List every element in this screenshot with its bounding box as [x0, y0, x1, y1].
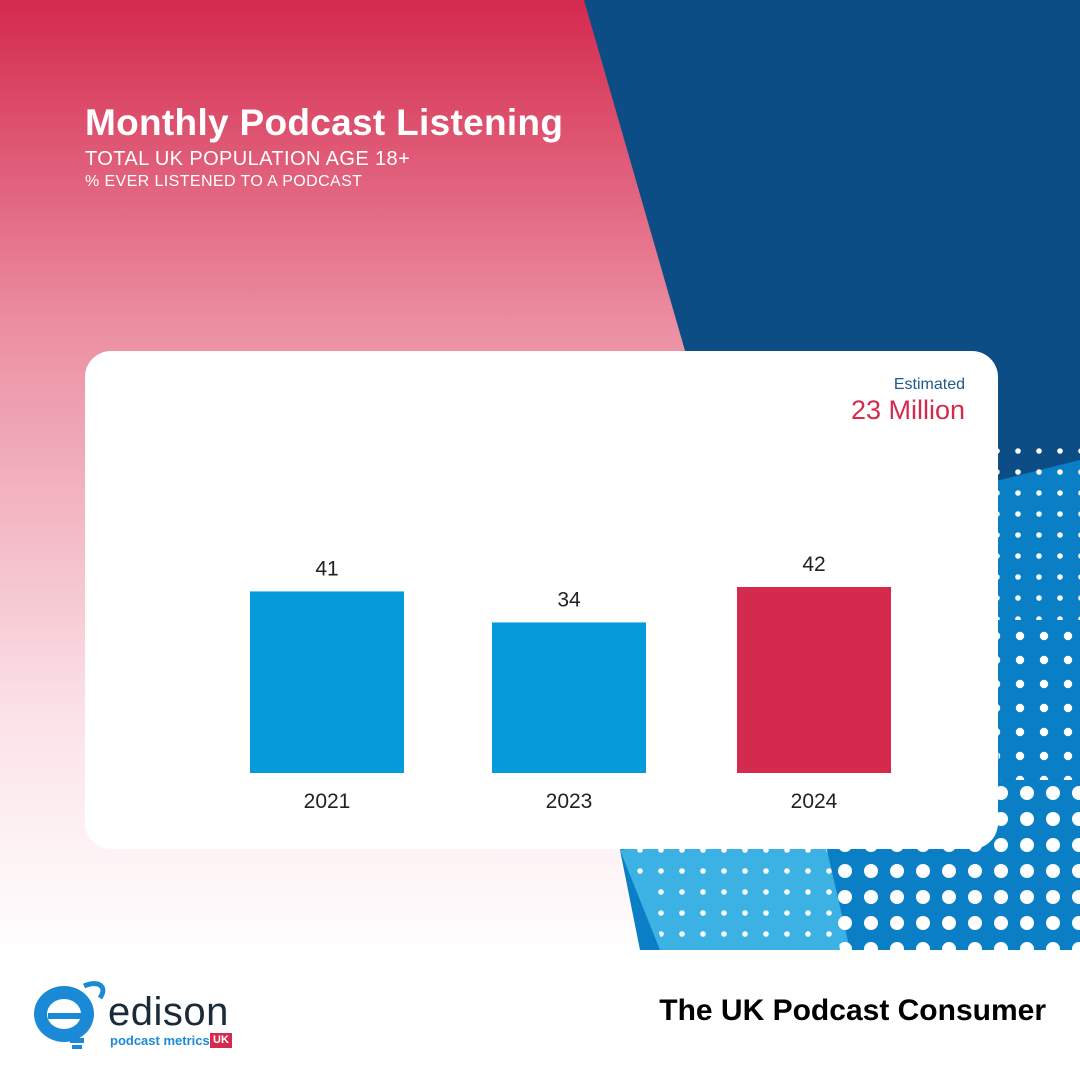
chart-card: Estimated 23 Million 41 2021 34 2023 42 2024	[85, 351, 998, 849]
logo-wordmark: edison	[108, 990, 229, 1034]
bar-2021	[250, 591, 404, 773]
data-label-2023: 34	[557, 588, 581, 611]
bar-chart: 41 2021 34 2023 42 2024	[250, 553, 891, 813]
x-tick-label-2021: 2021	[304, 790, 351, 813]
bar-2023	[492, 622, 646, 773]
report-title: The UK Podcast Consumer	[659, 994, 1046, 1027]
bottom-white-band	[0, 950, 1080, 1080]
logo-tagline: podcast metrics	[110, 1033, 210, 1048]
bar-2024	[737, 587, 891, 773]
x-tick-label-2024: 2024	[791, 790, 838, 813]
edison-bulb-icon	[34, 981, 106, 1049]
estimate-value: 23 Million	[850, 395, 965, 425]
logo-uk-badge: UK	[210, 1033, 232, 1048]
chart-title: Monthly Podcast Listening	[85, 102, 564, 143]
data-label-2024: 42	[802, 553, 825, 576]
chart-subtitle: TOTAL UK POPULATION AGE 18+	[85, 148, 411, 170]
light-dots-area	[630, 820, 850, 950]
chart-subtitle-secondary: % EVER LISTENED TO A PODCAST	[85, 173, 363, 190]
data-label-2021: 41	[315, 557, 338, 580]
x-tick-label-2023: 2023	[546, 790, 593, 813]
medium-dots-area	[990, 620, 1080, 780]
edison-logo: edison podcast metrics UK	[30, 978, 250, 1058]
estimate-label: Estimated	[893, 376, 965, 393]
